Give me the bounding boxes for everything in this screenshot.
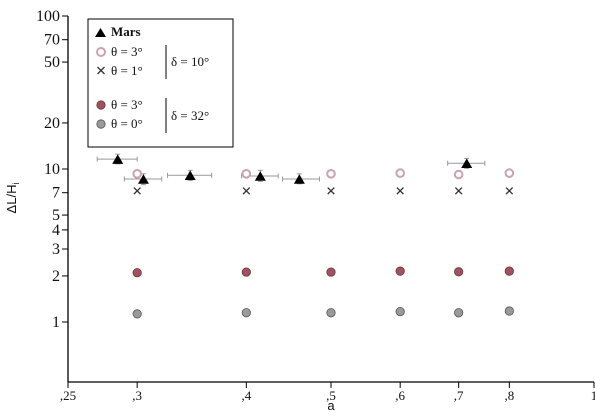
x-tick-label-2: ,4 [241,388,251,403]
point-s0-4 [293,174,305,184]
legend-box [87,18,234,148]
x-axis-ticks: ,25 ,3 ,4 ,5 ,6 ,7 ,8 1 [60,382,595,403]
point-s2-1 [242,187,251,195]
point-s3-0 [132,268,142,278]
x-axis-label: a [327,398,335,413]
point-s4-4 [454,308,464,318]
legend-delta-1: δ = 10° [171,54,209,69]
point-s3-4 [454,267,464,277]
y-tick-label-8: 50 [44,54,60,71]
x-tick-label-6: ,8 [504,388,514,403]
legend-label-group2-line2: θ = 0° [111,116,143,131]
point-s2-4 [454,187,463,195]
point-s4-3 [395,306,405,317]
series-0 [96,153,486,186]
point-s3-1 [241,267,251,277]
point-s1-1 [241,169,252,179]
point-s2-3 [396,187,404,195]
y-tick-label-5: 7 [52,185,60,202]
legend-delta-2: δ = 32° [171,108,209,123]
legend-label-group2-line1: θ = 3° [111,97,143,112]
legend-marker-filled-circle [96,100,106,110]
y-tick-label-1: 2 [52,268,60,285]
series-4 [132,306,514,319]
point-s3-2 [326,267,336,277]
x-tick-label-1: ,3 [132,388,142,403]
y-tick-label-10: 100 [36,8,60,25]
point-s1-3 [395,168,405,178]
legend: Mars θ = 3° θ = 1° δ = 10° θ = 3° θ = 0°… [87,18,234,148]
legend-label-mars: Mars [111,24,141,39]
point-s4-2 [326,308,336,318]
point-s3-3 [395,266,405,276]
point-s4-1 [241,308,251,318]
y-tick-label-4: 5 [52,207,60,224]
point-s1-4 [453,169,464,180]
x-tick-label-0: ,25 [60,388,76,403]
y-tick-label-0: 1 [52,314,60,331]
series-3 [132,266,514,278]
point-s1-2 [326,169,336,179]
legend-marker-grey-circle [96,119,106,129]
x-tick-label-3: ,5 [326,388,336,403]
legend-marker-mars [95,28,106,37]
point-s1-0 [132,169,142,179]
series-2 [133,187,514,195]
series-1 [132,168,515,180]
data-marks [96,153,515,319]
y-axis-label-main: ΔL/H [4,185,19,214]
point-s0-1 [137,174,149,184]
point-s4-0 [132,309,142,319]
point-s2-0 [133,187,141,195]
x-tick-label-4: ,6 [395,388,405,403]
legend-label-group1-line2: θ = 1° [111,63,143,78]
y-tick-label-6: 10 [44,161,60,178]
legend-marker-open-circle [96,47,106,57]
point-s4-5 [504,306,514,316]
x-tick-label-5: ,7 [454,388,464,403]
point-s0-5 [461,158,473,169]
y-tick-label-2: 3 [52,241,60,258]
point-s2-2 [327,187,335,195]
legend-label-group1-line1: θ = 3° [111,44,143,59]
x-tick-label-7: 1 [591,388,595,403]
point-s0-0 [112,154,124,164]
y-axis-label-sub: i [11,183,21,185]
y-axis-ticks: 1 2 3 45 7 10 20 50 70 100 [36,8,68,331]
point-s1-5 [504,168,515,178]
y-tick-label-3: 4 [52,222,60,239]
point-s0-2 [184,170,196,181]
point-s2-5 [505,187,514,195]
legend-marker-cross [97,66,105,75]
y-tick-label-7: 20 [44,115,60,132]
point-s0-3 [254,171,266,181]
y-axis-label: ΔL/Hi [4,183,21,214]
point-s3-5 [504,266,514,276]
y-tick-label-9: 70 [44,32,60,49]
